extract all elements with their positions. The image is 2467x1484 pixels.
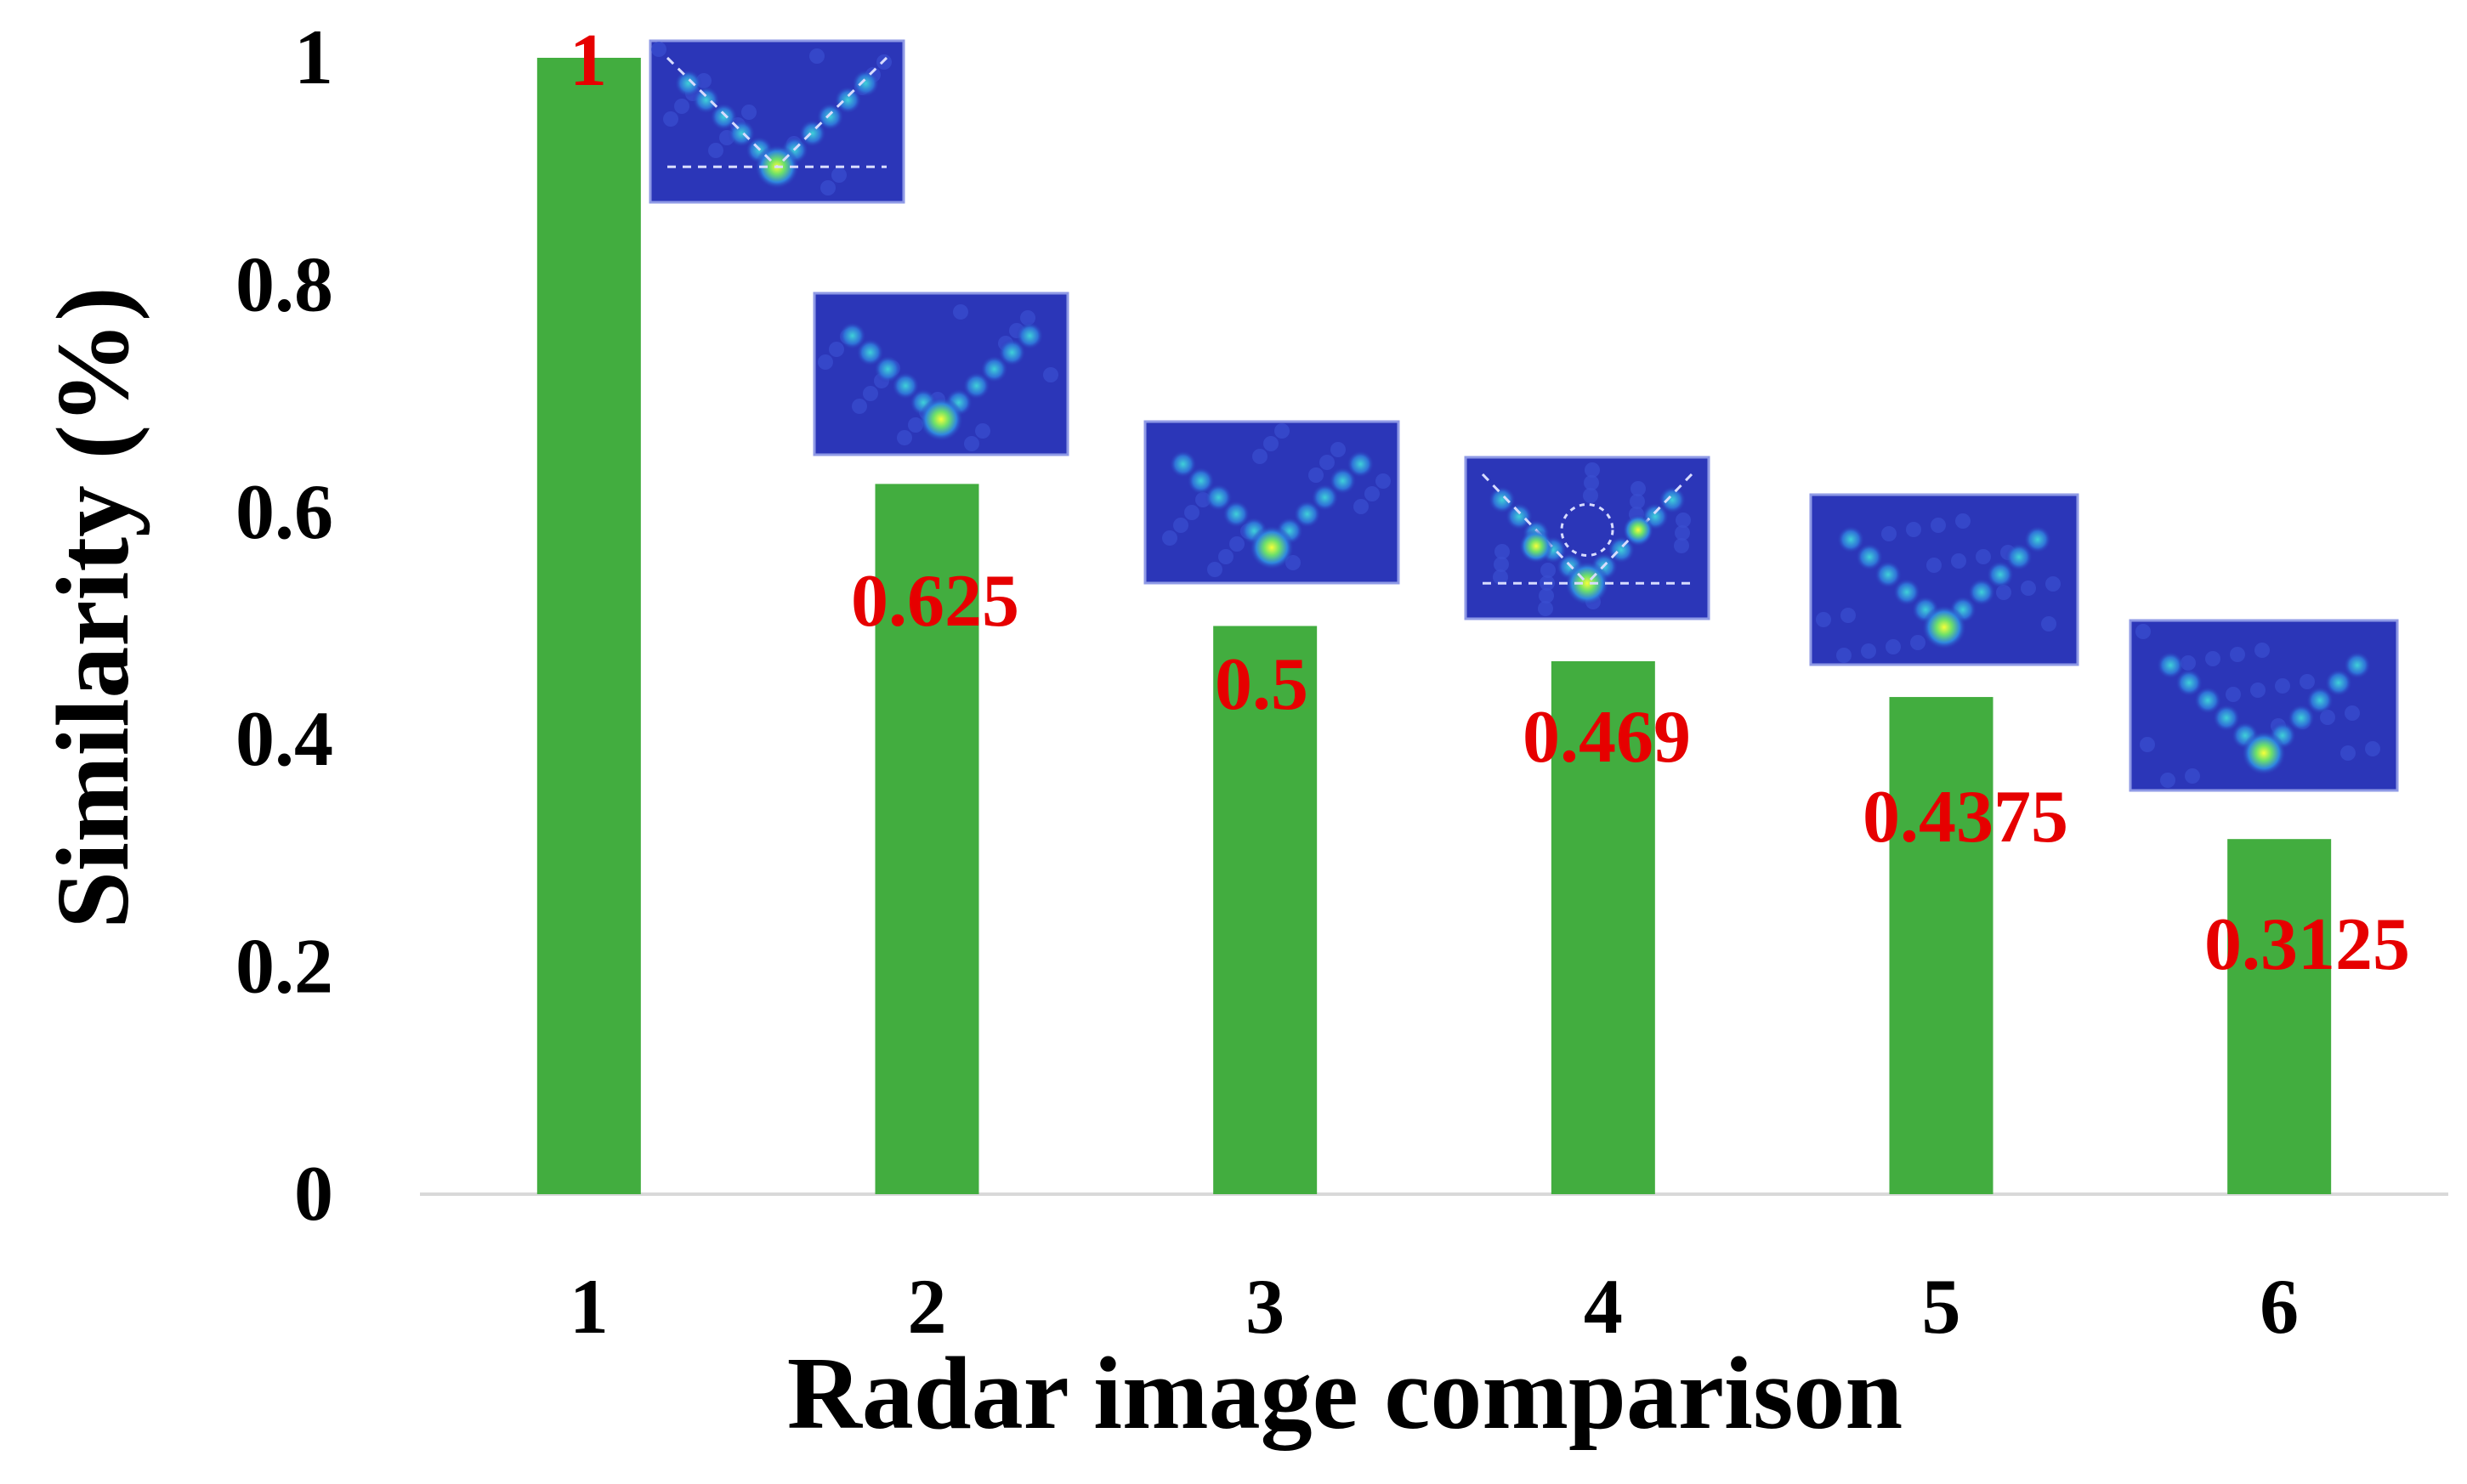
y-axis-title: Similarity (%) <box>36 286 150 929</box>
radar-image-inset <box>649 39 905 204</box>
x-tick-label: 6 <box>2260 1263 2299 1350</box>
y-tick-label: 0.8 <box>235 241 333 327</box>
radar-image-inset <box>1464 456 1710 620</box>
radar-image-inset <box>2129 619 2399 792</box>
data-label: 0.625 <box>851 560 1019 643</box>
y-tick-label: 0.6 <box>235 468 333 555</box>
data-label: 1 <box>570 20 607 102</box>
x-tick-label: 1 <box>570 1263 609 1350</box>
bar <box>1551 660 1655 1194</box>
data-label: 0.4375 <box>1863 776 2068 858</box>
data-label: 0.5 <box>1215 643 1308 726</box>
bar <box>875 484 979 1194</box>
y-tick-label: 0.2 <box>235 923 333 1010</box>
data-label: 0.3125 <box>2204 903 2410 986</box>
x-axis-title: Radar image comparison <box>787 1336 1903 1451</box>
data-label: 0.469 <box>1523 696 1691 779</box>
radar-image-inset <box>813 292 1069 456</box>
bar <box>2227 839 2332 1194</box>
radar-image-inset <box>1143 420 1400 585</box>
x-tick-label: 3 <box>1245 1263 1285 1350</box>
y-tick-label: 0 <box>294 1150 333 1237</box>
bar <box>1889 697 1993 1194</box>
x-tick-label: 4 <box>1584 1263 1623 1350</box>
radar-image-inset <box>1809 493 2079 666</box>
x-tick-label: 2 <box>908 1263 947 1350</box>
bar <box>536 58 641 1194</box>
y-tick-label: 1 <box>294 14 333 100</box>
y-tick-label: 0.4 <box>235 695 333 782</box>
x-tick-label: 5 <box>1922 1263 1961 1350</box>
bar <box>1213 626 1318 1194</box>
